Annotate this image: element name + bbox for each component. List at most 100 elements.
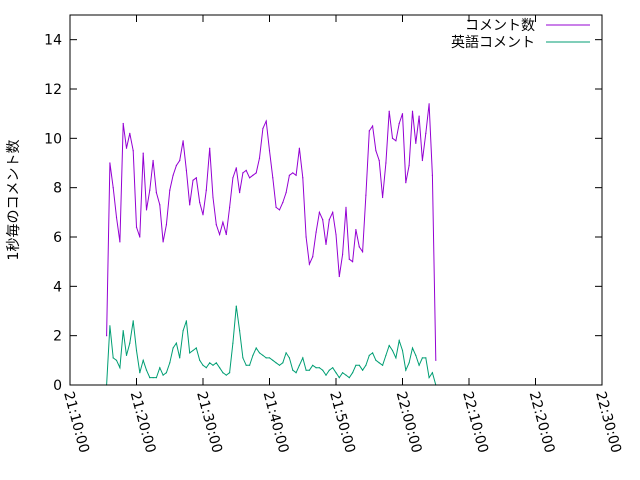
data-point xyxy=(332,211,334,213)
data-point xyxy=(219,367,221,369)
data-point xyxy=(335,372,337,374)
series-1 xyxy=(106,103,437,361)
data-point xyxy=(298,364,300,366)
data-point xyxy=(245,364,247,366)
x-tick-label: 21:50:00 xyxy=(326,390,358,455)
data-point xyxy=(189,204,191,206)
series-2 xyxy=(106,305,437,386)
data-point xyxy=(308,369,310,371)
data-point xyxy=(132,320,134,322)
data-point xyxy=(282,201,284,204)
data-point xyxy=(165,224,167,226)
tick-layer: 0 2 4 6 8 10 12 14 21:10:00 21:20:00 21:30:00 21:40… xyxy=(44,15,624,455)
data-point xyxy=(232,177,234,179)
data-point xyxy=(285,352,287,354)
data-point xyxy=(288,174,290,176)
data-point xyxy=(195,347,197,349)
data-point xyxy=(162,374,164,376)
data-point xyxy=(435,359,437,361)
data-point xyxy=(242,357,244,359)
data-point xyxy=(395,140,397,142)
data-point xyxy=(199,359,201,361)
series-line xyxy=(106,306,437,386)
data-point xyxy=(275,206,277,208)
series-line xyxy=(106,103,437,361)
data-point xyxy=(428,103,430,105)
data-point xyxy=(225,233,227,236)
data-point xyxy=(325,374,327,376)
data-point xyxy=(268,357,271,359)
y-tick-label: 2 xyxy=(53,329,62,345)
data-point xyxy=(278,209,281,211)
data-point xyxy=(165,372,167,374)
data-point xyxy=(239,330,241,332)
data-point xyxy=(345,206,347,208)
data-point xyxy=(129,342,131,344)
data-point xyxy=(425,357,427,359)
data-point xyxy=(252,174,254,176)
data-point xyxy=(268,150,271,152)
data-point xyxy=(232,342,234,344)
data-point xyxy=(385,162,387,164)
data-point xyxy=(312,364,314,366)
data-point xyxy=(135,349,138,352)
series-layer xyxy=(106,103,437,386)
data-point xyxy=(242,172,244,174)
data-point xyxy=(338,275,340,278)
x-tick-label: 21:10:00 xyxy=(60,390,92,455)
data-point xyxy=(125,147,128,149)
data-point xyxy=(235,167,237,169)
data-point xyxy=(378,362,380,364)
data-point xyxy=(348,258,350,260)
data-point xyxy=(362,369,364,371)
data-point xyxy=(159,204,161,206)
data-point xyxy=(205,189,207,191)
data-point xyxy=(195,177,197,179)
data-point xyxy=(255,347,257,349)
data-point xyxy=(342,253,344,255)
data-point xyxy=(222,372,224,374)
data-point xyxy=(338,377,340,379)
data-point xyxy=(312,256,314,258)
data-point xyxy=(372,125,374,127)
data-point xyxy=(152,377,154,379)
y-axis-title: 1秒毎のコメント数 xyxy=(6,140,22,261)
data-point xyxy=(372,352,374,354)
data-point xyxy=(368,354,370,356)
data-point xyxy=(278,364,281,366)
data-point xyxy=(212,196,214,199)
data-point xyxy=(142,359,144,361)
data-point xyxy=(265,120,267,122)
data-point xyxy=(395,357,397,359)
data-point xyxy=(352,372,354,374)
data-point xyxy=(202,364,204,366)
data-point xyxy=(202,214,204,216)
data-point xyxy=(431,174,433,176)
data-point xyxy=(215,362,217,364)
data-point xyxy=(405,369,407,371)
data-point xyxy=(142,152,144,154)
data-point xyxy=(375,150,377,152)
data-point xyxy=(215,224,217,226)
data-point xyxy=(292,172,294,174)
data-point xyxy=(322,219,324,221)
data-point xyxy=(149,189,151,191)
y-tick-label: 14 xyxy=(44,33,62,49)
y-tick-label: 12 xyxy=(44,82,62,98)
data-point xyxy=(425,132,427,134)
data-point xyxy=(345,374,347,376)
data-point xyxy=(305,369,307,371)
data-point xyxy=(288,357,290,359)
data-point xyxy=(421,357,423,359)
data-point xyxy=(298,147,300,149)
data-point xyxy=(169,362,171,364)
data-point xyxy=(272,359,274,361)
data-point xyxy=(411,110,414,112)
data-point xyxy=(155,192,157,194)
data-point xyxy=(318,367,320,369)
data-point xyxy=(245,169,247,171)
data-point xyxy=(235,305,237,307)
data-point xyxy=(408,362,410,364)
data-point xyxy=(388,110,390,112)
